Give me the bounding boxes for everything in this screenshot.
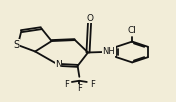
Text: F: F bbox=[90, 80, 95, 89]
Text: NH: NH bbox=[102, 47, 115, 56]
Text: F: F bbox=[77, 84, 82, 93]
Text: N: N bbox=[55, 60, 62, 69]
Text: O: O bbox=[86, 14, 93, 23]
Text: Cl: Cl bbox=[128, 26, 137, 35]
Text: F: F bbox=[64, 80, 69, 89]
Text: S: S bbox=[13, 40, 19, 50]
